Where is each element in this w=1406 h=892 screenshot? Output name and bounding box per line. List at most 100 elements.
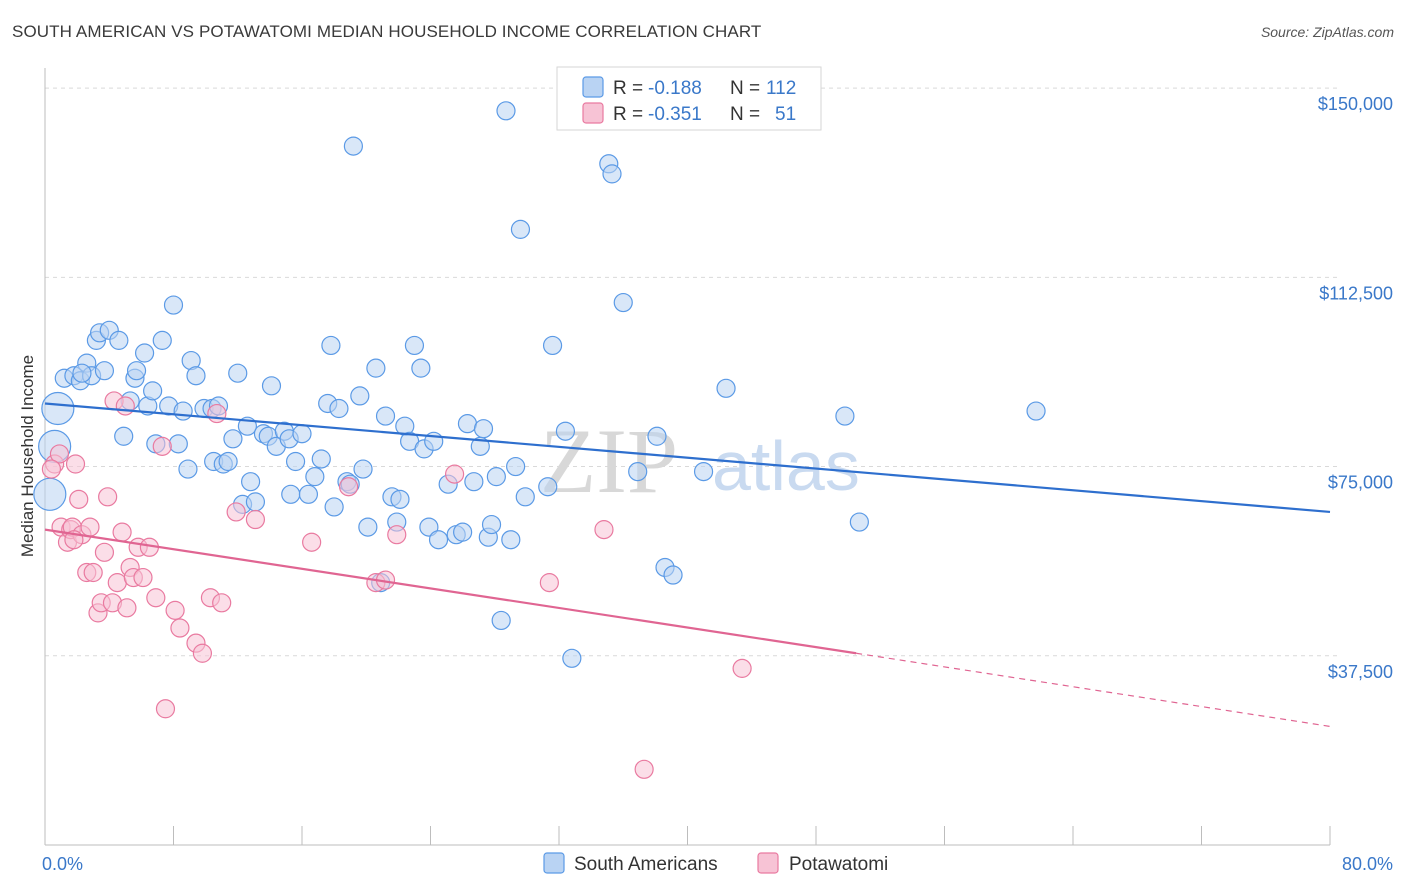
south-americans-point bbox=[218, 451, 238, 472]
south-americans-point bbox=[292, 424, 312, 444]
south-americans-point bbox=[143, 381, 163, 401]
potawatomi-point bbox=[49, 444, 70, 464]
potawatomi-point bbox=[539, 573, 559, 593]
south-americans-point bbox=[501, 530, 521, 550]
y-tick-label: $112,500 bbox=[1319, 283, 1393, 303]
south-americans-point bbox=[1026, 401, 1046, 421]
potawatomi-point bbox=[634, 759, 654, 779]
south-americans-point bbox=[602, 164, 622, 184]
south-americans-point bbox=[613, 292, 633, 313]
correlation-legend: R = -0.188 N = 112 R = -0.351 N = 51 bbox=[556, 66, 822, 131]
y-tick-label: $37,500 bbox=[1328, 662, 1393, 682]
potawatomi-point bbox=[387, 525, 407, 545]
south-americans-point bbox=[241, 472, 261, 492]
potawatomi-point bbox=[133, 567, 153, 588]
potawatomi-point bbox=[444, 464, 465, 484]
south-americans-points bbox=[33, 101, 1046, 668]
legend-n-label-2: N = bbox=[730, 104, 760, 125]
potawatomi-point bbox=[245, 509, 266, 530]
south-americans-point bbox=[33, 477, 67, 511]
south-americans-point bbox=[168, 434, 188, 454]
potawatomi-point bbox=[117, 598, 137, 618]
south-americans-point bbox=[281, 484, 301, 504]
trend-lines bbox=[44, 402, 1331, 728]
south-americans-point bbox=[173, 401, 193, 421]
south-americans-point bbox=[486, 467, 506, 487]
south-americans-point bbox=[245, 492, 266, 512]
legend-n-value-2: 51 bbox=[775, 104, 796, 125]
legend-south-americans-swatch bbox=[543, 852, 565, 874]
potawatomi-point bbox=[115, 396, 135, 416]
legend-r-label-2: R = bbox=[613, 104, 643, 125]
south-americans-point bbox=[94, 361, 115, 381]
legend-pink-swatch bbox=[582, 102, 604, 124]
south-americans-point bbox=[152, 330, 172, 350]
south-americans-point bbox=[510, 219, 531, 239]
potawatomi-point bbox=[302, 532, 322, 552]
south-americans-point bbox=[849, 512, 869, 532]
south-americans-point bbox=[298, 484, 319, 504]
potawatomi-trend-line bbox=[44, 528, 857, 655]
potawatomi-trend-extrapolated bbox=[856, 652, 1331, 728]
south-americans-point bbox=[555, 421, 576, 441]
y-tick-label: $75,000 bbox=[1328, 473, 1393, 493]
south-americans-point bbox=[562, 648, 582, 668]
potawatomi-point bbox=[41, 459, 62, 479]
south-americans-point bbox=[324, 497, 344, 517]
south-americans-point bbox=[464, 472, 484, 492]
legend-n-value-1: 112 bbox=[766, 78, 796, 99]
south-americans-point bbox=[481, 514, 502, 535]
south-americans-point bbox=[496, 101, 516, 121]
potawatomi-point bbox=[146, 588, 166, 608]
legend-r-label-1: R = bbox=[613, 78, 643, 99]
potawatomi-point bbox=[212, 593, 232, 613]
south-americans-point bbox=[261, 376, 282, 396]
south-americans-point bbox=[663, 565, 683, 585]
south-americans-point bbox=[835, 406, 855, 426]
south-americans-point bbox=[358, 517, 378, 537]
legend-south-americans-label: South Americans bbox=[574, 854, 718, 875]
south-americans-point bbox=[628, 461, 648, 482]
potawatomi-point bbox=[107, 573, 127, 593]
potawatomi-point bbox=[69, 489, 89, 509]
potawatomi-point bbox=[165, 600, 185, 620]
south-americans-point bbox=[305, 467, 325, 487]
legend-r-value-1: -0.188 bbox=[648, 78, 702, 99]
potawatomi-point bbox=[98, 487, 118, 507]
south-americans-point bbox=[411, 358, 431, 378]
south-americans-point bbox=[404, 335, 425, 356]
south-americans-point bbox=[366, 358, 386, 378]
south-americans-point bbox=[419, 517, 439, 537]
chart-title: SOUTH AMERICAN VS POTAWATOMI MEDIAN HOUS… bbox=[12, 22, 762, 41]
axes bbox=[44, 68, 1331, 846]
potawatomi-point bbox=[83, 562, 103, 583]
south-americans-point bbox=[473, 419, 494, 439]
south-americans-point bbox=[109, 330, 129, 350]
south-americans-point bbox=[41, 391, 75, 426]
potawatomi-point bbox=[152, 436, 172, 456]
potawatomi-point bbox=[207, 403, 227, 424]
south-americans-point bbox=[538, 477, 558, 497]
south-americans-point bbox=[453, 522, 473, 542]
south-americans-point bbox=[223, 429, 243, 449]
potawatomi-point bbox=[94, 542, 115, 562]
south-americans-point bbox=[228, 363, 248, 383]
south-americans-point bbox=[491, 610, 511, 631]
south-americans-point bbox=[375, 406, 396, 426]
south-americans-point bbox=[178, 459, 198, 479]
south-americans-point bbox=[126, 361, 147, 381]
potawatomi-point bbox=[226, 502, 246, 522]
chart-source: Source: ZipAtlas.com bbox=[1260, 24, 1394, 40]
south-americans-point bbox=[647, 426, 667, 446]
x-tick-label-max: 80.0% bbox=[1342, 854, 1393, 874]
south-americans-point bbox=[390, 489, 410, 509]
potawatomi-point bbox=[594, 520, 614, 540]
south-americans-point bbox=[353, 459, 373, 479]
south-americans-point bbox=[716, 378, 736, 398]
potawatomi-points bbox=[41, 391, 752, 779]
legend-n-label-1: N = bbox=[730, 78, 760, 99]
south-americans-point bbox=[515, 487, 535, 507]
south-americans-point bbox=[693, 461, 714, 482]
south-americans-point bbox=[134, 343, 155, 363]
